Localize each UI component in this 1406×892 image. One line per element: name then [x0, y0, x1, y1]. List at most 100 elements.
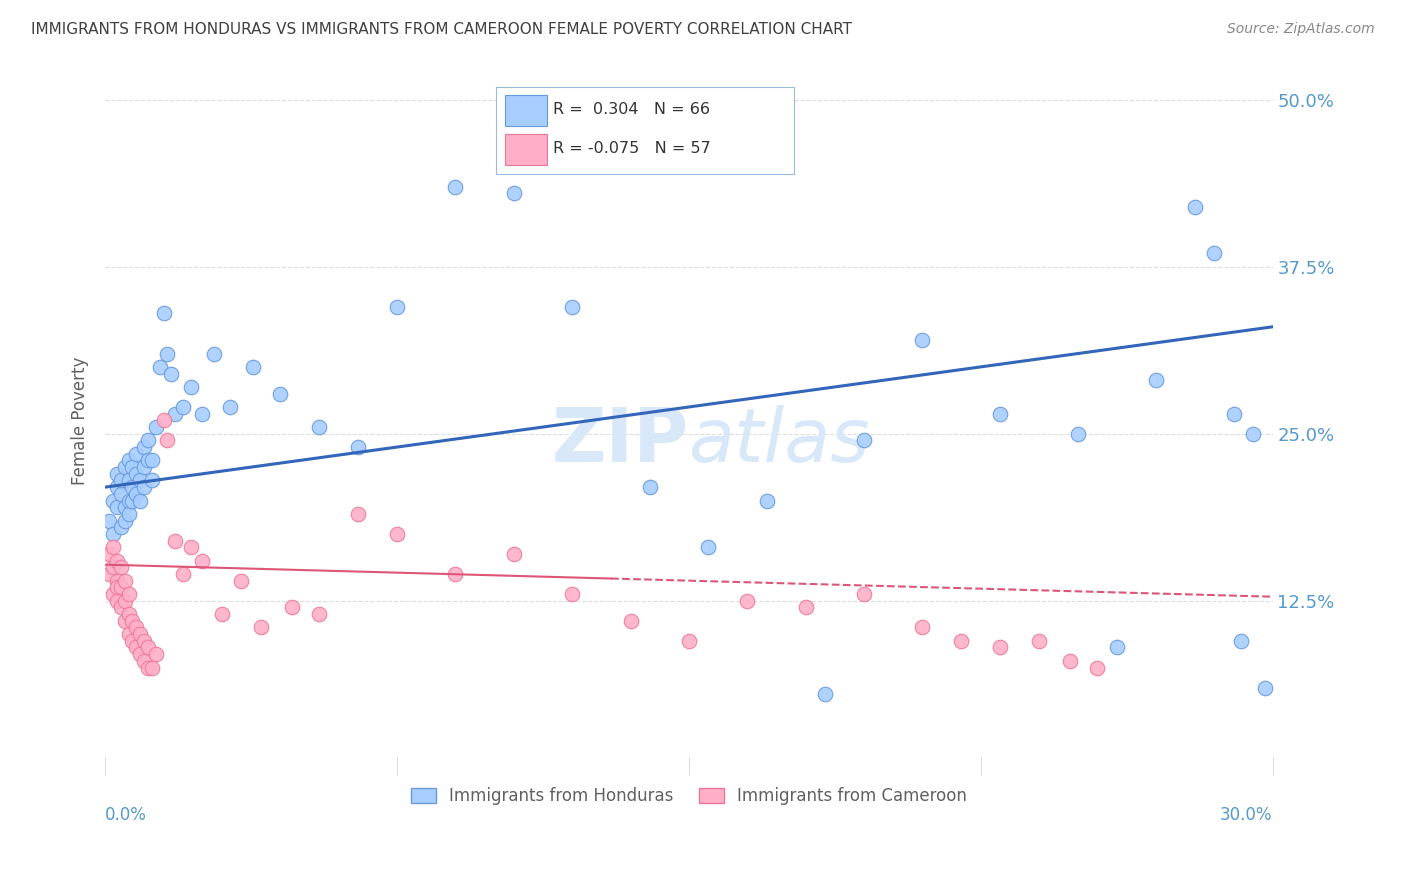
Point — [165, 533, 187, 548]
Text: 0.0%: 0.0% — [105, 805, 148, 824]
Point — [110, 560, 132, 574]
Point — [121, 633, 143, 648]
Point — [121, 614, 143, 628]
Point — [105, 593, 128, 607]
Point — [129, 647, 152, 661]
Point — [114, 614, 136, 628]
Point — [117, 453, 139, 467]
Point — [121, 493, 143, 508]
Point — [121, 460, 143, 475]
Point — [117, 607, 139, 621]
Point — [114, 514, 136, 528]
Point — [141, 453, 163, 467]
Point — [1184, 200, 1206, 214]
Point — [1222, 407, 1244, 421]
Point — [98, 566, 121, 581]
Point — [250, 620, 273, 634]
Point — [502, 186, 524, 201]
Point — [347, 440, 370, 454]
Point — [1105, 640, 1128, 655]
Point — [172, 566, 194, 581]
Point — [110, 487, 132, 501]
Point — [145, 420, 167, 434]
Point — [202, 346, 225, 360]
Point — [211, 607, 233, 621]
Point — [110, 600, 132, 615]
Point — [852, 434, 875, 448]
Point — [308, 607, 330, 621]
Point — [141, 660, 163, 674]
Point — [134, 440, 156, 454]
Point — [561, 300, 583, 314]
Point — [814, 687, 837, 701]
Point — [160, 367, 183, 381]
Point — [180, 380, 202, 394]
Point — [105, 580, 128, 594]
Point — [911, 620, 934, 634]
Legend: Immigrants from Honduras, Immigrants from Cameroon: Immigrants from Honduras, Immigrants fro… — [405, 780, 973, 812]
Point — [114, 500, 136, 515]
Point — [114, 460, 136, 475]
Point — [218, 400, 240, 414]
Point — [105, 467, 128, 481]
Point — [156, 434, 179, 448]
Point — [98, 547, 121, 561]
Point — [129, 627, 152, 641]
Point — [114, 574, 136, 588]
Point — [101, 560, 124, 574]
Point — [134, 460, 156, 475]
Point — [269, 386, 291, 401]
Text: Source: ZipAtlas.com: Source: ZipAtlas.com — [1227, 22, 1375, 37]
Point — [1067, 426, 1090, 441]
Point — [678, 633, 700, 648]
Point — [105, 574, 128, 588]
Point — [136, 660, 159, 674]
Text: 30.0%: 30.0% — [1220, 805, 1272, 824]
Y-axis label: Female Poverty: Female Poverty — [72, 356, 89, 484]
Point — [125, 447, 148, 461]
Point — [172, 400, 194, 414]
Point — [101, 493, 124, 508]
Point — [105, 500, 128, 515]
Point — [114, 593, 136, 607]
Point — [347, 507, 370, 521]
Point — [1059, 654, 1081, 668]
Point — [619, 614, 641, 628]
Point — [125, 640, 148, 655]
Point — [638, 480, 661, 494]
Point — [117, 627, 139, 641]
Point — [117, 587, 139, 601]
Point — [136, 453, 159, 467]
Point — [950, 633, 973, 648]
Point — [117, 507, 139, 521]
Point — [180, 541, 202, 555]
Point — [110, 474, 132, 488]
Point — [911, 333, 934, 347]
Point — [281, 600, 304, 615]
Point — [735, 593, 758, 607]
Point — [125, 487, 148, 501]
Point — [110, 520, 132, 534]
Point — [101, 587, 124, 601]
Point — [134, 480, 156, 494]
Point — [105, 480, 128, 494]
Point — [156, 346, 179, 360]
Point — [191, 407, 214, 421]
Point — [988, 640, 1011, 655]
Point — [242, 359, 264, 374]
Point — [502, 547, 524, 561]
Point — [561, 587, 583, 601]
Point — [755, 493, 778, 508]
Point — [191, 554, 214, 568]
Point — [165, 407, 187, 421]
Point — [152, 306, 174, 320]
Point — [794, 600, 817, 615]
Point — [134, 654, 156, 668]
Point — [117, 474, 139, 488]
Point — [444, 566, 467, 581]
Text: ZIP: ZIP — [551, 405, 689, 478]
Point — [141, 474, 163, 488]
Point — [129, 493, 152, 508]
Point — [125, 620, 148, 634]
Point — [988, 407, 1011, 421]
